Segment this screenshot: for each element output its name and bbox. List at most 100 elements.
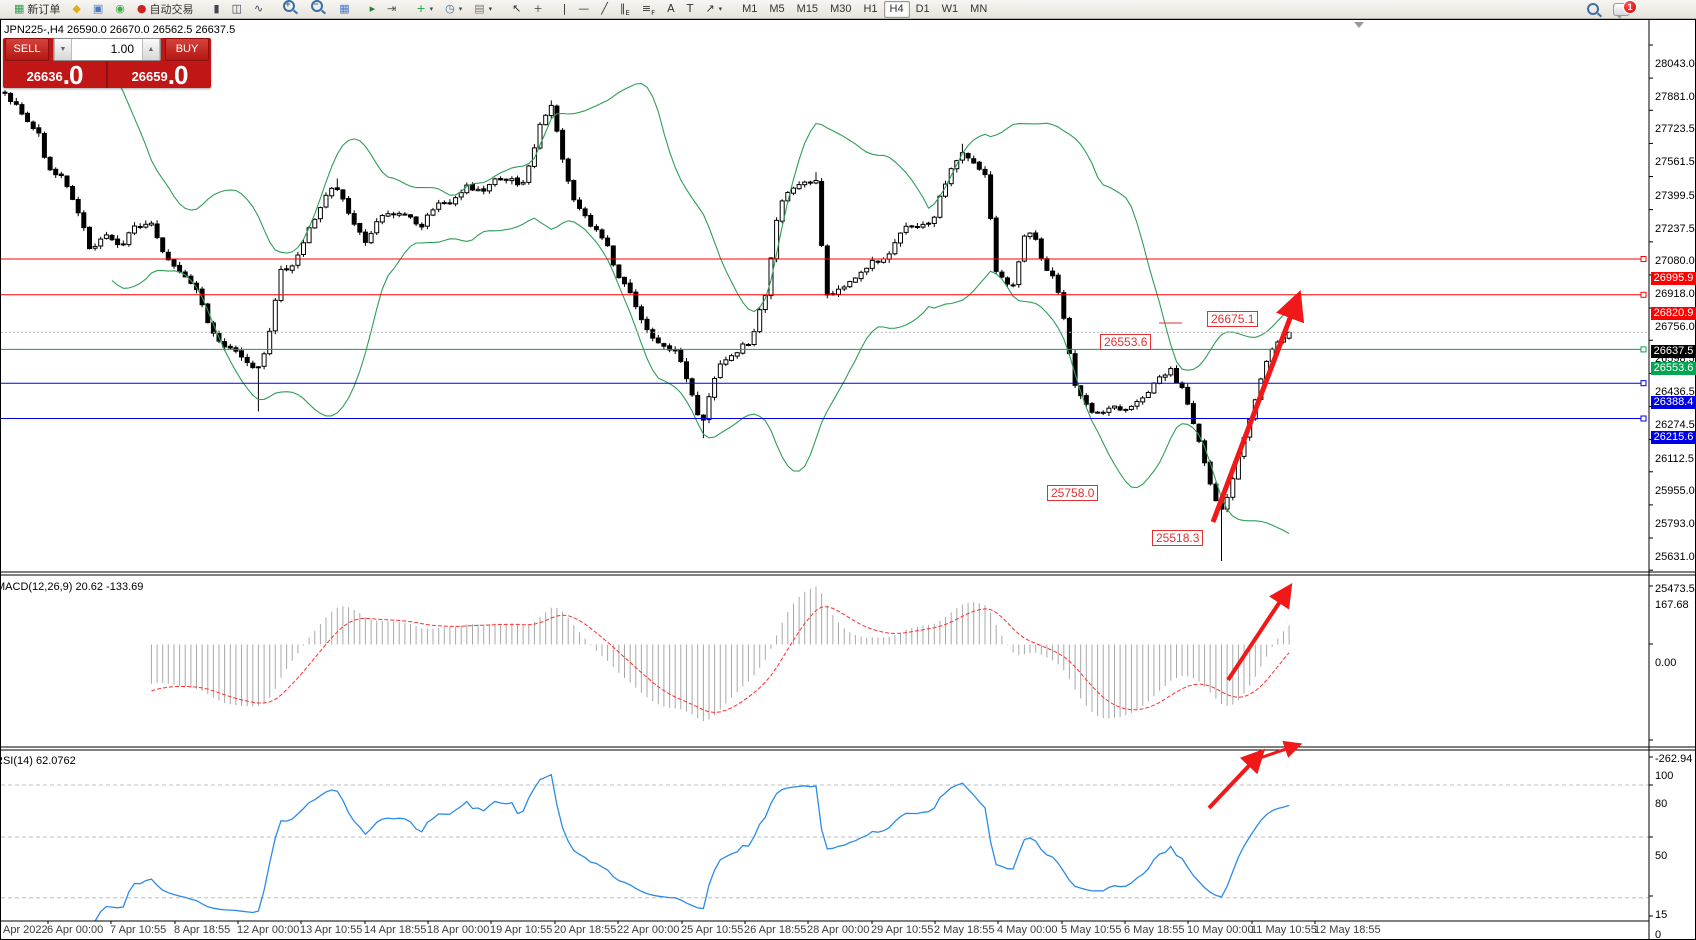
price-tick: 27561.5	[1655, 156, 1695, 169]
main-toolbar: ▦ 新订单 ◆ ▣ ◉ ● 自动交易 ▮ ◫ ∿ + − ▦ ▸ ⇥ + ▾ ◷ ▾ ▤ ▾ ↖ + | — ╱ ∥E ≡F A T ↗ ▾ …	[0, 0, 1696, 19]
new-order-button-icon: ▦	[14, 2, 25, 16]
line-chart-button[interactable]: ∿	[249, 0, 268, 18]
horizontal-level-lines[interactable]	[1, 256, 1649, 422]
price-tick: 25473.5	[1655, 583, 1695, 596]
tf-m5-button[interactable]: M5	[769, 2, 785, 15]
cursor-button[interactable]: ↖	[507, 0, 526, 18]
date-tick: 8 Apr 18:55	[174, 924, 231, 936]
price-level-badge: 26215.6	[1651, 431, 1696, 444]
date-tick: 20 Apr 18:55	[554, 924, 617, 936]
date-tick: 13 Apr 10:55	[300, 924, 363, 936]
rsi-panel-content	[1, 773, 1649, 921]
macd-axis-tick: 0.00	[1655, 657, 1677, 669]
tf-m30-button[interactable]: M30	[830, 2, 852, 15]
equidistant-channel-button-icon: ∥E	[619, 2, 630, 18]
templates-button[interactable]: ▤ ▾	[469, 0, 497, 18]
chart-canvas[interactable]	[1, 20, 1695, 939]
volume-value[interactable]: 1.00	[110, 42, 134, 56]
candlestick-chart-button[interactable]: ◫	[227, 0, 247, 18]
market-watch-icon[interactable]: ▣	[88, 0, 108, 18]
tile-windows-button[interactable]: ▦	[334, 0, 354, 18]
date-tick: 26 Apr 18:55	[744, 924, 807, 936]
volume-up-button[interactable]: ▲	[142, 39, 160, 60]
text-label-button[interactable]: T	[682, 0, 699, 18]
candlestick-chart-button-icon: ◫	[231, 2, 242, 16]
tf-m15-button[interactable]: M15	[796, 2, 819, 15]
ticket-icon-icon: ◆	[72, 2, 81, 16]
date-tick: 28 Apr 00:00	[807, 924, 870, 936]
price-tick: 27723.5	[1655, 123, 1695, 136]
text-button[interactable]: A	[662, 0, 680, 18]
tf-mn-button[interactable]: MN	[970, 2, 988, 15]
tf-m1-button[interactable]: M1	[742, 2, 758, 15]
line-chart-button-icon: ∿	[253, 2, 264, 16]
notifications-icon[interactable]: 1	[1613, 0, 1637, 19]
ticket-icon[interactable]: ◆	[67, 0, 85, 18]
horizontal-line-button[interactable]: —	[573, 0, 594, 18]
new-order-button-label: 新订单	[27, 4, 61, 17]
price-annotation[interactable]: 26675.1	[1207, 311, 1259, 327]
crosshair-button[interactable]: +	[528, 0, 547, 18]
zoom-out-button[interactable]: −	[306, 0, 332, 15]
buy-price[interactable]: 26659 .0	[131, 60, 189, 90]
zoom-in-button[interactable]: +	[278, 0, 304, 15]
equidistant-channel-button[interactable]: ∥E	[615, 2, 635, 21]
trendline-button[interactable]: ╱	[596, 0, 613, 18]
price-level-badge: 26995.9	[1651, 271, 1696, 285]
rsi-axis-tick: 100	[1655, 770, 1674, 782]
periods-button[interactable]: ◷ ▾	[440, 0, 467, 18]
autotrading-button[interactable]: ● 自动交易	[132, 0, 199, 18]
sell-price[interactable]: 26636 .0	[3, 61, 108, 88]
new-order-button[interactable]: ▦ 新订单	[9, 0, 65, 18]
tf-h4-button[interactable]: H4	[883, 0, 910, 18]
price-tick: 26756.0	[1655, 321, 1695, 334]
macd-axis-tick: -262.94	[1655, 753, 1693, 765]
volume-down-button[interactable]: ▼	[54, 39, 72, 60]
chart-shift-button-icon: ⇥	[387, 2, 397, 16]
tf-w1-button[interactable]: W1	[941, 2, 959, 15]
rsi-axis-tick: 80	[1655, 798, 1668, 810]
date-tick: 12 Apr 00:00	[237, 924, 300, 936]
price-annotation[interactable]: 25758.0	[1047, 485, 1099, 501]
chart-window: JPN225-,H4 26590.0 26670.0 26562.5 26637…	[0, 19, 1696, 940]
zoom-in-button-icon: +	[283, 0, 296, 13]
indicators-button[interactable]: + ▾	[411, 0, 438, 18]
tf-h1-button[interactable]: H1	[863, 2, 878, 15]
fibonacci-button[interactable]: ≡F	[637, 2, 660, 21]
candles-and-bands	[2, 70, 1292, 561]
indicators-button-icon: +	[416, 2, 426, 16]
trendline-button-icon: ╱	[601, 2, 608, 16]
price-tick: 28043.0	[1655, 58, 1695, 70]
date-month-label: Apr 2022	[3, 924, 48, 936]
search-icon[interactable]	[1587, 3, 1599, 15]
fibonacci-button-icon: ≡F	[641, 2, 656, 18]
date-tick: 18 Apr 00:00	[427, 924, 490, 936]
date-tick: 10 May 00:00	[1187, 924, 1254, 936]
chevron-down-icon: ▾	[488, 6, 493, 14]
date-tick: 5 May 10:55	[1061, 924, 1122, 936]
price-annotation[interactable]: 25518.3	[1152, 530, 1204, 546]
zoom-out-button-icon: −	[311, 0, 324, 13]
price-tick: 25631.0	[1655, 550, 1695, 563]
date-tick: 14 Apr 18:55	[364, 924, 427, 936]
bar-chart-button[interactable]: ▮	[209, 0, 225, 18]
arrows-tool-button[interactable]: ↗ ▾	[700, 0, 727, 18]
chart-shift-marker-icon[interactable]	[1354, 22, 1364, 28]
buy-button[interactable]: BUY	[165, 38, 209, 61]
price-tick: 26436.5	[1655, 386, 1695, 399]
autoscroll-button[interactable]: ▸	[365, 0, 381, 18]
chevron-down-icon: ▾	[718, 6, 723, 14]
sell-button[interactable]: SELL	[5, 38, 49, 61]
date-tick: 6 May 18:55	[1124, 924, 1185, 936]
macd-panel-content	[150, 586, 1290, 722]
price-tick: 26274.5	[1655, 419, 1695, 432]
chart-shift-button[interactable]: ⇥	[382, 0, 401, 18]
vertical-line-button[interactable]: |	[558, 0, 572, 18]
panel-frames	[1, 20, 1695, 939]
signals-icon[interactable]: ◉	[110, 0, 130, 18]
trend-arrows[interactable]	[1207, 289, 1305, 810]
price-annotation[interactable]: 26553.6	[1100, 334, 1152, 350]
rsi-axis-tick: 50	[1655, 850, 1668, 862]
tf-d1-button[interactable]: D1	[915, 2, 930, 15]
crosshair-button-icon: +	[533, 2, 543, 16]
